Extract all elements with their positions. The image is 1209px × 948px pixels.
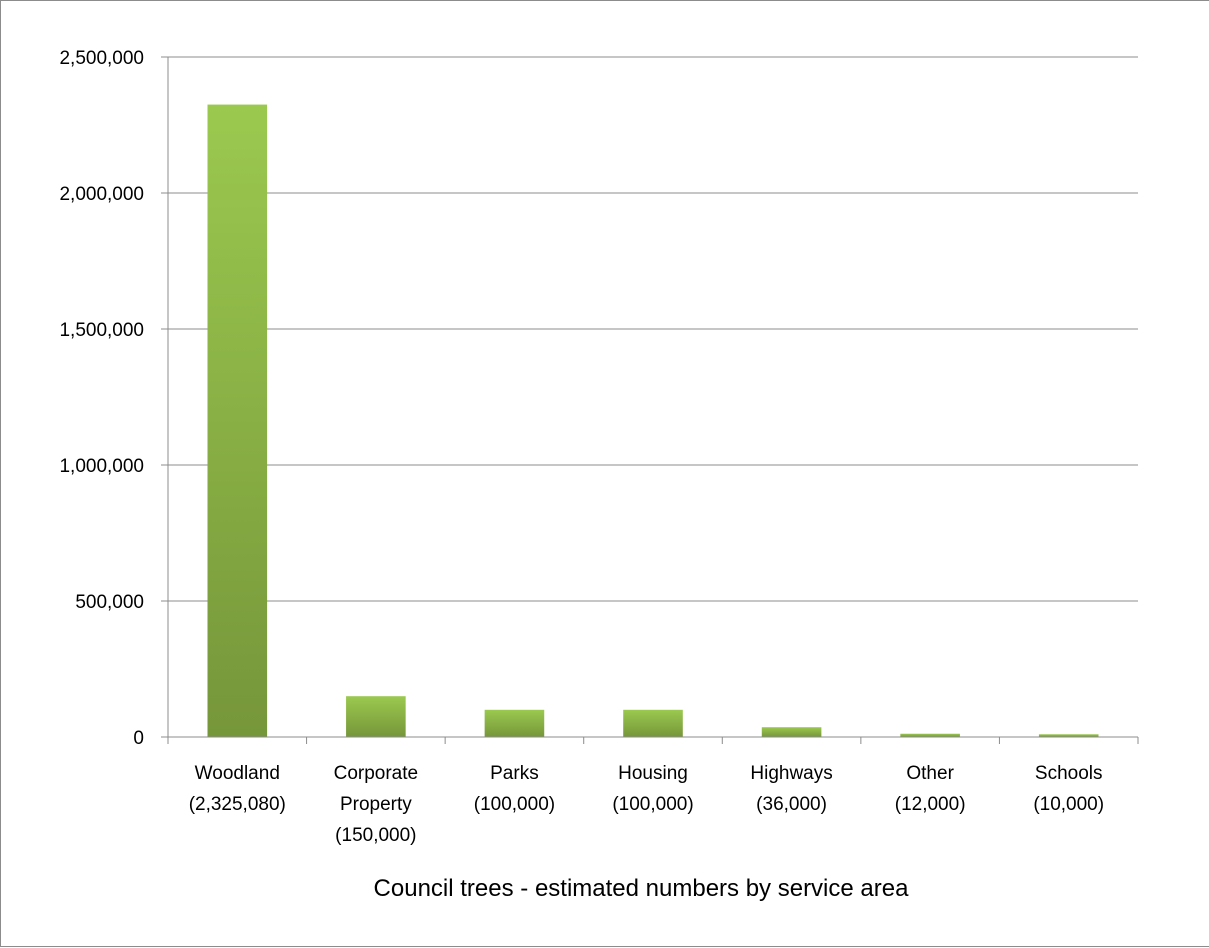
x-category-label-line: (36,000) <box>756 794 827 815</box>
x-category-label-line: (100,000) <box>612 794 693 815</box>
gridlines <box>161 56 1138 738</box>
x-category-label-line: Schools <box>1035 763 1103 784</box>
y-tick-label: 2,500,000 <box>59 48 144 69</box>
x-category-label: Schools (10,000) <box>1033 763 1104 815</box>
x-axis-category-labels: Woodland (2,325,080) Corporate Property (150… <box>189 763 1104 846</box>
y-tick-label: 1,000,000 <box>59 456 144 477</box>
bar <box>900 733 960 737</box>
x-category-label-line: Parks <box>490 763 539 784</box>
x-axis <box>167 736 1139 744</box>
x-category-label-line: (12,000) <box>895 794 966 815</box>
x-category-label-line: Corporate <box>334 763 419 784</box>
y-tick-label: 2,000,000 <box>59 184 144 205</box>
x-category-label-line: Woodland <box>195 763 280 784</box>
bar <box>484 709 545 737</box>
x-category-label: Highways (36,000) <box>750 763 832 815</box>
x-category-label-line: (150,000) <box>335 825 416 846</box>
y-axis-tick-labels: 0 500,000 1,000,000 1,500,000 2,000,000 2,500… <box>59 48 144 749</box>
x-category-label-line: (2,325,080) <box>189 794 286 815</box>
bars <box>207 104 1099 737</box>
bar <box>207 104 268 737</box>
bar <box>623 709 683 737</box>
x-axis-title: Council trees - estimated numbers by ser… <box>374 875 910 902</box>
x-category-label: Corporate Property (150,000) <box>334 763 419 846</box>
x-category-label: Woodland (2,325,080) <box>189 763 286 815</box>
x-category-label-line: (10,000) <box>1033 794 1104 815</box>
x-category-label-line: (100,000) <box>474 794 555 815</box>
y-tick-label: 500,000 <box>75 592 144 613</box>
y-tick-label: 1,500,000 <box>59 320 144 341</box>
x-category-label-line: Highways <box>750 763 832 784</box>
x-category-label-line: Property <box>340 794 412 815</box>
x-category-label: Parks (100,000) <box>474 763 555 815</box>
bar <box>346 696 406 737</box>
y-tick-label: 0 <box>133 728 144 749</box>
bar <box>1038 734 1099 737</box>
x-category-label-line: Other <box>906 763 954 784</box>
bar <box>761 727 822 737</box>
x-category-label-line: Housing <box>618 763 688 784</box>
x-category-label: Housing (100,000) <box>612 763 693 815</box>
x-category-label: Other (12,000) <box>895 763 966 815</box>
